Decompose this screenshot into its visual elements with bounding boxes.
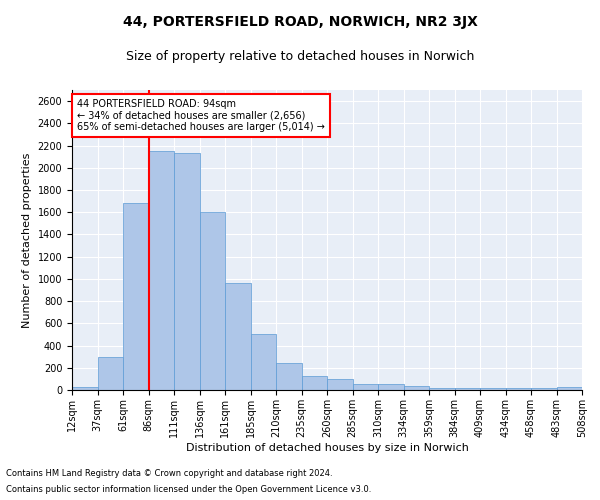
Bar <box>123 204 149 390</box>
Bar <box>455 388 480 390</box>
Bar <box>199 212 225 390</box>
Bar <box>276 364 302 390</box>
Bar <box>404 386 429 390</box>
Text: Contains public sector information licensed under the Open Government Licence v3: Contains public sector information licen… <box>6 485 371 494</box>
Bar <box>72 387 97 390</box>
Bar <box>225 284 251 390</box>
Bar <box>429 388 455 390</box>
Text: 44 PORTERSFIELD ROAD: 94sqm
← 34% of detached houses are smaller (2,656)
65% of : 44 PORTERSFIELD ROAD: 94sqm ← 34% of det… <box>77 99 325 132</box>
Bar <box>302 376 327 390</box>
Bar <box>378 384 404 390</box>
Bar <box>174 154 199 390</box>
Bar <box>353 384 378 390</box>
X-axis label: Distribution of detached houses by size in Norwich: Distribution of detached houses by size … <box>185 442 469 452</box>
Bar <box>149 151 174 390</box>
Bar <box>97 356 123 390</box>
Bar <box>327 379 353 390</box>
Text: Contains HM Land Registry data © Crown copyright and database right 2024.: Contains HM Land Registry data © Crown c… <box>6 468 332 477</box>
Bar <box>251 334 276 390</box>
Text: Size of property relative to detached houses in Norwich: Size of property relative to detached ho… <box>126 50 474 63</box>
Bar <box>531 388 557 390</box>
Bar <box>557 387 582 390</box>
Text: 44, PORTERSFIELD ROAD, NORWICH, NR2 3JX: 44, PORTERSFIELD ROAD, NORWICH, NR2 3JX <box>122 15 478 29</box>
Bar <box>480 388 505 390</box>
Bar <box>505 388 531 390</box>
Y-axis label: Number of detached properties: Number of detached properties <box>22 152 32 328</box>
